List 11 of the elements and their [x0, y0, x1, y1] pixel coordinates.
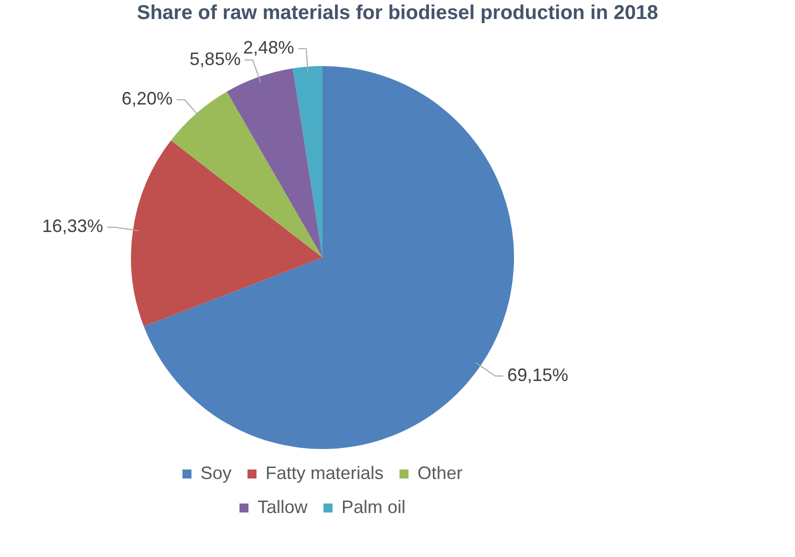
data-label: 69,15%: [507, 365, 568, 386]
legend-label: Tallow: [257, 496, 308, 517]
data-label: 5,85%: [190, 48, 241, 69]
legend-label: Soy: [200, 462, 232, 483]
data-label: 2,48%: [243, 38, 294, 58]
data-label: 6,20%: [122, 88, 173, 109]
legend-label: Fatty materials: [265, 462, 384, 483]
legend-label: Other: [418, 462, 463, 483]
legend-label: Palm oil: [342, 496, 406, 517]
chart-title: Share of raw materials for biodiesel production in 2018: [136, 1, 660, 26]
data-label: 16,33%: [42, 216, 104, 236]
